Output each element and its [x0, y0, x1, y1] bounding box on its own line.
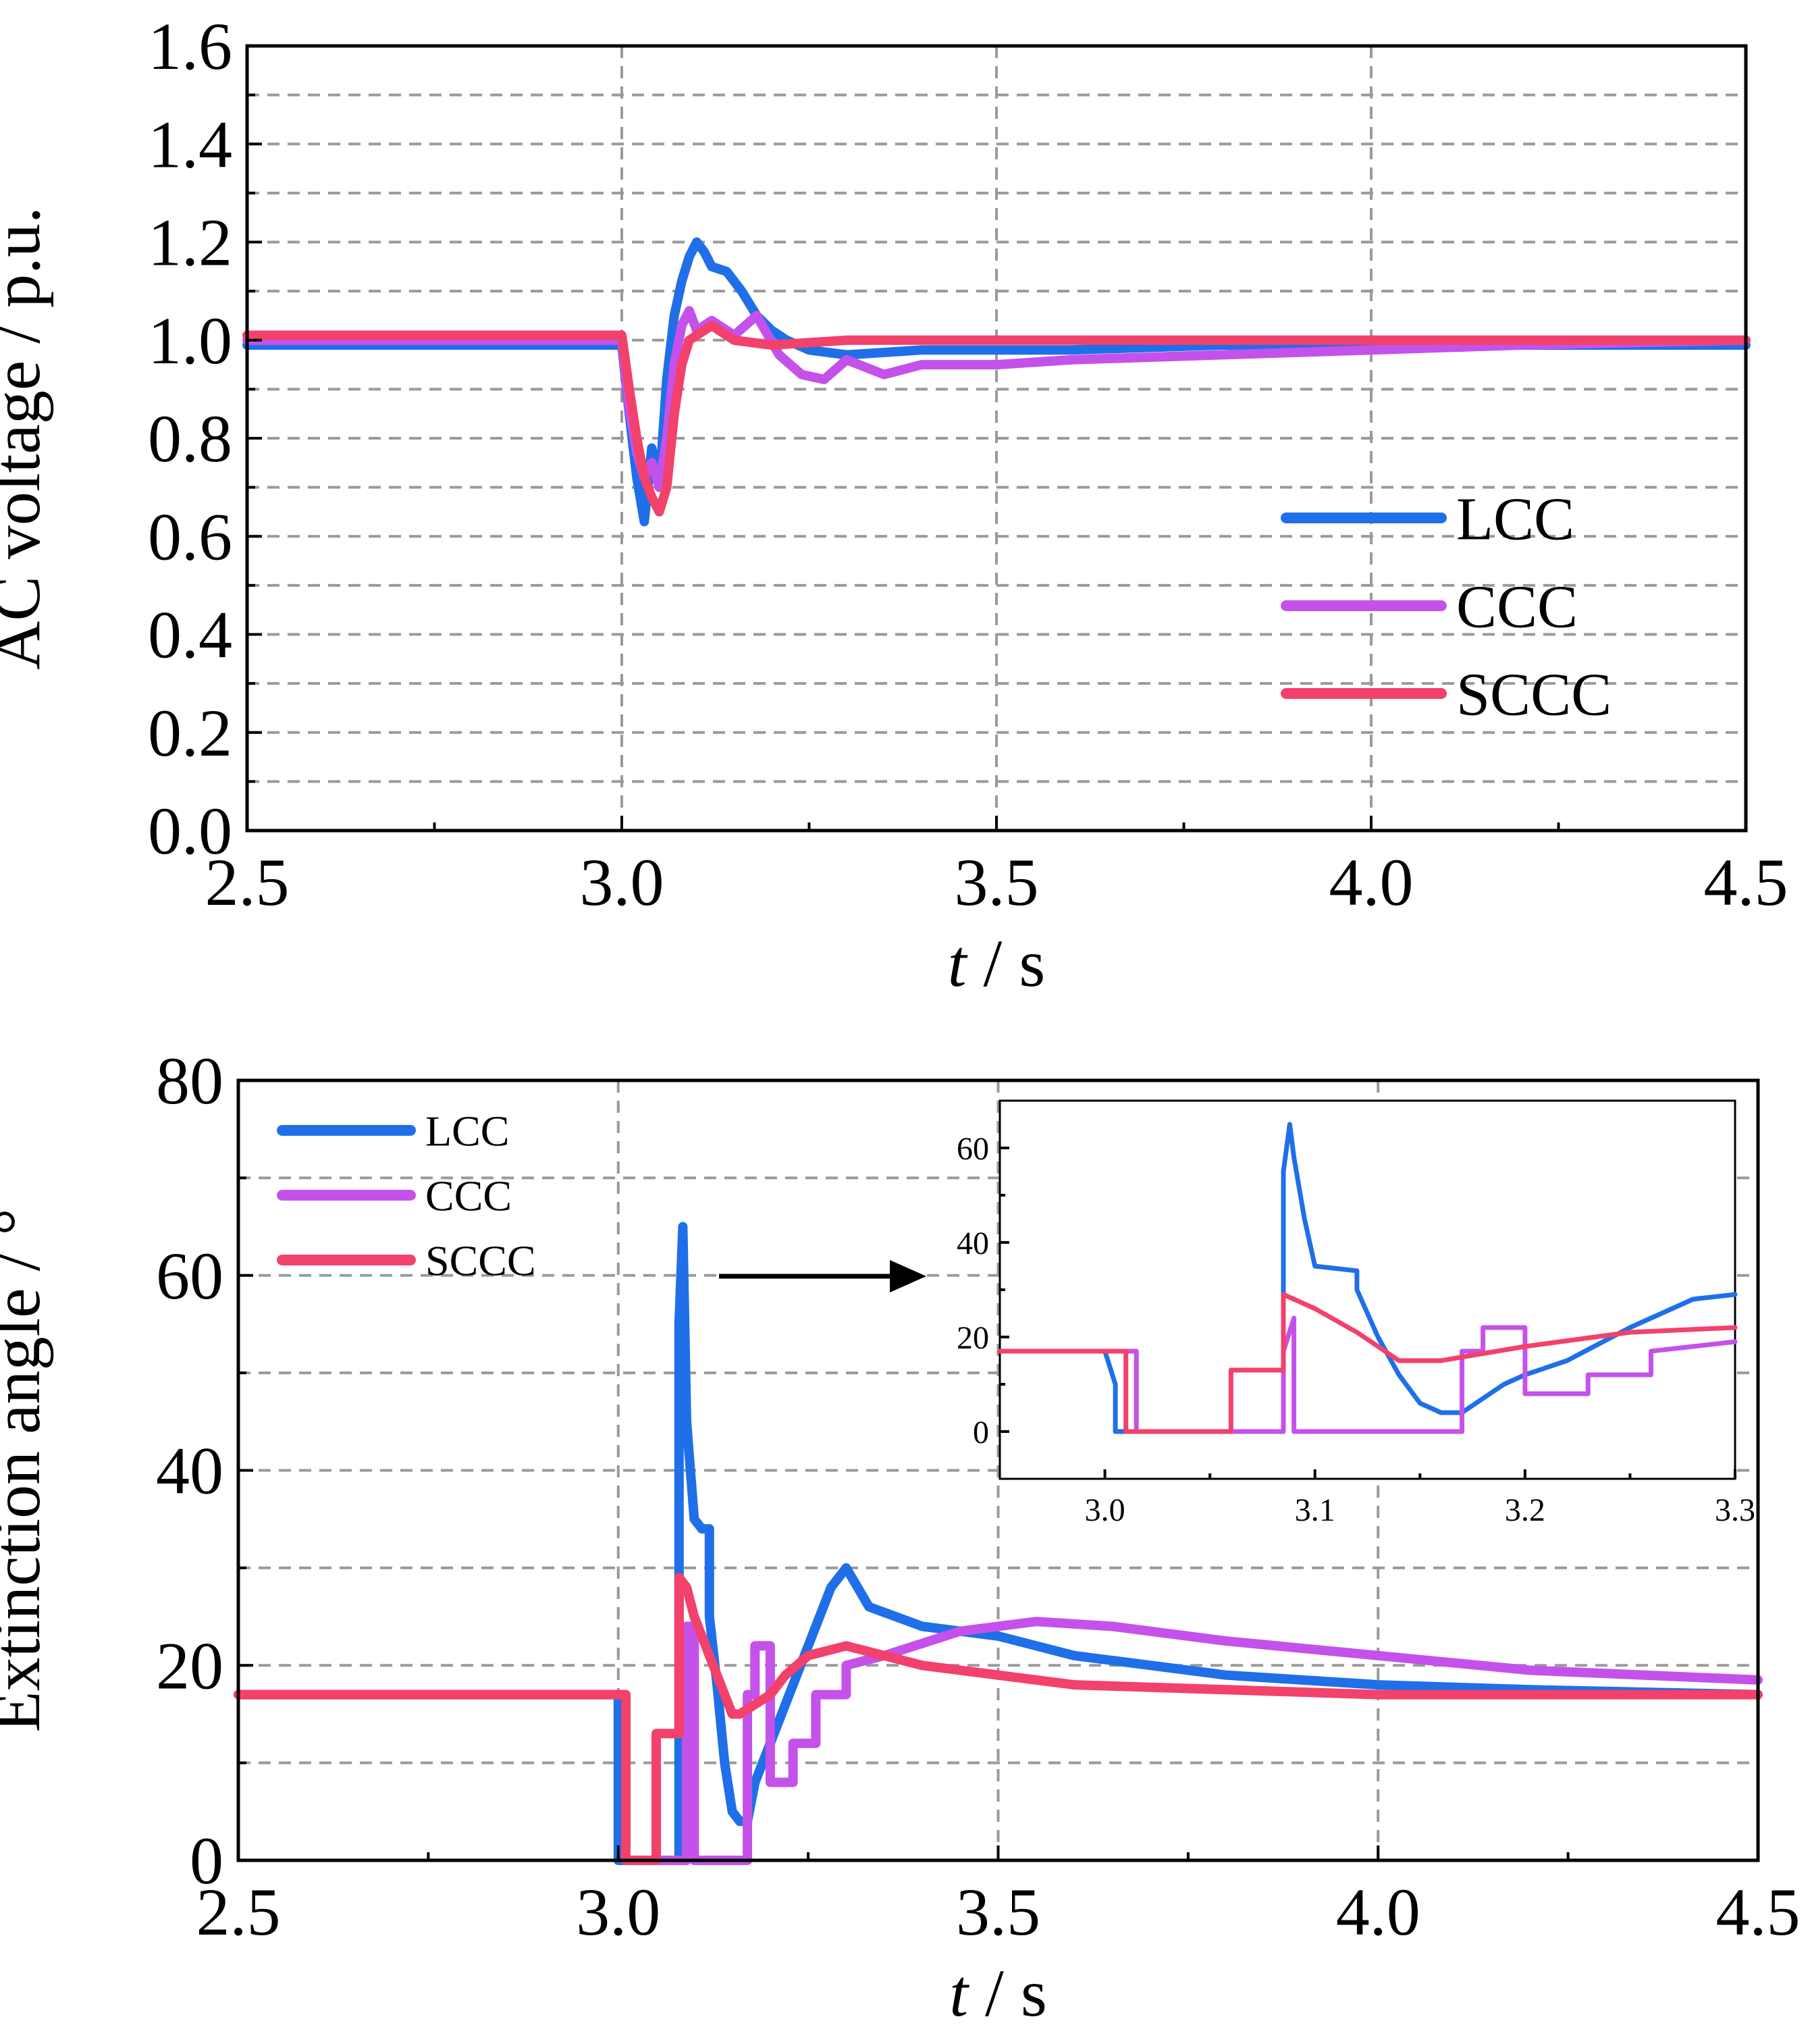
- inset-x-tick-label: 3.2: [1505, 1492, 1545, 1528]
- inset-series-ccc-line: [997, 1315, 1738, 1434]
- ac-voltage-x-axis-var: t: [948, 926, 968, 1001]
- bot-series-ccc-line: [234, 1617, 1763, 1865]
- top-y-tick-label: 1.2: [148, 205, 232, 280]
- bot-x-tick-label: 4.5: [1716, 1875, 1801, 1949]
- extinction-angle-ticks: 2.5 3.0 3.5 4.0 4.5 0 20 40 60 80: [156, 1043, 1801, 1949]
- bot-x-tick-label: 3.0: [576, 1875, 660, 1949]
- bot-legend-label-ccc: CCC: [425, 1172, 512, 1220]
- inset-y-tick-label: 20: [957, 1320, 989, 1356]
- bot-x-tick-label: 3.5: [956, 1875, 1040, 1949]
- extinction-angle-series: [234, 1222, 1763, 1865]
- extinction-angle-x-axis-unit: / s: [968, 1956, 1047, 2030]
- bot-y-tick-label: 40: [156, 1434, 223, 1509]
- top-y-tick-label: 0.8: [148, 401, 232, 476]
- bot-x-tick-label: 4.0: [1336, 1875, 1420, 1949]
- inset-plot-frame: [999, 1099, 1736, 1480]
- ac-voltage-legend: LCC CCC SCCC: [1281, 486, 1612, 729]
- inset-y-tick-label: 40: [957, 1226, 989, 1261]
- inset-y-tick-label: 60: [957, 1131, 989, 1167]
- bot-series-sccc-line: [234, 1573, 1763, 1865]
- ac-voltage-grid: [247, 46, 1746, 831]
- top-x-tick-label: 3.0: [580, 845, 664, 920]
- top-x-tick-label: 3.5: [955, 845, 1039, 920]
- extinction-angle-y-axis-label: Extinction angle / °: [0, 1209, 54, 1733]
- top-y-tick-label: 0.0: [148, 793, 232, 868]
- bot-y-tick-label: 0: [190, 1823, 223, 1898]
- bot-y-tick-label: 80: [156, 1043, 223, 1118]
- extinction-angle-x-axis-label: t / s: [949, 1956, 1047, 2030]
- top-x-tick-label: 4.5: [1704, 845, 1788, 920]
- inset-series-group: [997, 1122, 1738, 1434]
- ac-voltage-series: [242, 237, 1751, 527]
- top-x-tick-label: 2.5: [205, 845, 290, 920]
- ac-voltage-x-axis-label: t / s: [948, 926, 1046, 1001]
- inset-x-tick-label: 3.1: [1295, 1492, 1335, 1528]
- top-y-tick-label: 1.4: [148, 107, 232, 182]
- top-x-tick-label: 4.0: [1329, 845, 1414, 920]
- top-y-tick-label: 1.6: [148, 9, 232, 84]
- extinction-angle-x-axis-var: t: [949, 1956, 969, 2030]
- inset-x-tick-label: 3.3: [1715, 1492, 1755, 1528]
- top-legend-label-lcc: LCC: [1456, 486, 1574, 553]
- bot-legend-label-sccc: SCCC: [425, 1236, 536, 1284]
- zoom-arrow-head: [890, 1260, 926, 1292]
- ac-voltage-ticks: 2.5 3.0 3.5 4.0 4.5 0.0 0.2 0.4 0.6 0.8 1.0 1.2 1.4 1…: [148, 9, 1788, 920]
- extinction-angle-chart: 2.5 3.0 3.5 4.0 4.5 0 20 40 60 80 Extinction angl…: [0, 1043, 1801, 2030]
- zoom-arrow: [719, 1260, 926, 1292]
- top-legend-label-ccc: CCC: [1456, 574, 1578, 641]
- inset-series-sccc-line: [997, 1292, 1738, 1434]
- bot-y-tick-label: 60: [156, 1238, 223, 1313]
- top-y-tick-label: 0.4: [148, 598, 232, 673]
- inset-zoom-chart: 3.0 3.1 3.2 3.3 0 20 40 60: [957, 1099, 1755, 1528]
- bot-legend-label-lcc: LCC: [425, 1107, 509, 1155]
- top-y-tick-label: 0.6: [148, 499, 232, 574]
- ac-voltage-y-axis-label: AC voltage / p.u.: [0, 207, 54, 670]
- bot-y-tick-label: 20: [156, 1628, 223, 1703]
- bot-x-tick-label: 2.5: [196, 1875, 281, 1949]
- top-y-tick-label: 0.2: [148, 696, 232, 770]
- top-series-sccc-line: [242, 321, 1751, 517]
- extinction-angle-legend: LCC CCC SCCC: [277, 1107, 536, 1284]
- top-legend-label-sccc: SCCC: [1456, 662, 1612, 729]
- ac-voltage-x-axis-unit: / s: [967, 926, 1046, 1001]
- top-y-tick-label: 1.0: [148, 303, 232, 378]
- ac-voltage-chart: 2.5 3.0 3.5 4.0 4.5 0.0 0.2 0.4 0.6 0.8 1.0 1.2 1.4 1…: [0, 9, 1788, 1001]
- inset-x-tick-label: 3.0: [1085, 1492, 1125, 1528]
- inset-y-tick-label: 0: [973, 1415, 989, 1450]
